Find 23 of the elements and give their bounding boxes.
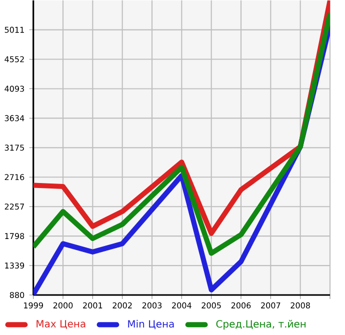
legend-label: Max Цена	[36, 320, 86, 329]
y-tick-label: 1798	[5, 233, 24, 240]
y-tick-label: 4552	[4, 56, 24, 62]
x-tick-label: 2006	[231, 302, 251, 308]
x-tick-label: 2002	[112, 302, 132, 308]
x-tick-label: 2008	[290, 302, 310, 308]
y-tick-label: 4093	[4, 86, 24, 92]
x-tick-label: 1999	[24, 302, 43, 308]
y-tick-label: 2716	[4, 174, 24, 180]
y-tick-label: 3175	[4, 144, 24, 151]
x-tick-label: 2004	[172, 302, 192, 308]
x-tick-label: 2001	[83, 302, 102, 308]
legend-label: Сред.Цена, т.йен	[216, 320, 306, 330]
y-tick-label: 2257	[4, 204, 24, 210]
x-tick-label: 2007	[261, 302, 280, 308]
x-tick-label: 2003	[142, 302, 162, 308]
y-tick-label: 3634	[4, 115, 24, 122]
legend-label: Min Цена	[128, 320, 174, 330]
y-tick-label: 5011	[4, 26, 24, 33]
x-tick-label: 2000	[53, 302, 73, 308]
y-tick-label: 1339	[5, 262, 24, 269]
x-tick-label: 2005	[202, 302, 221, 308]
y-tick-label: 880	[10, 292, 24, 298]
